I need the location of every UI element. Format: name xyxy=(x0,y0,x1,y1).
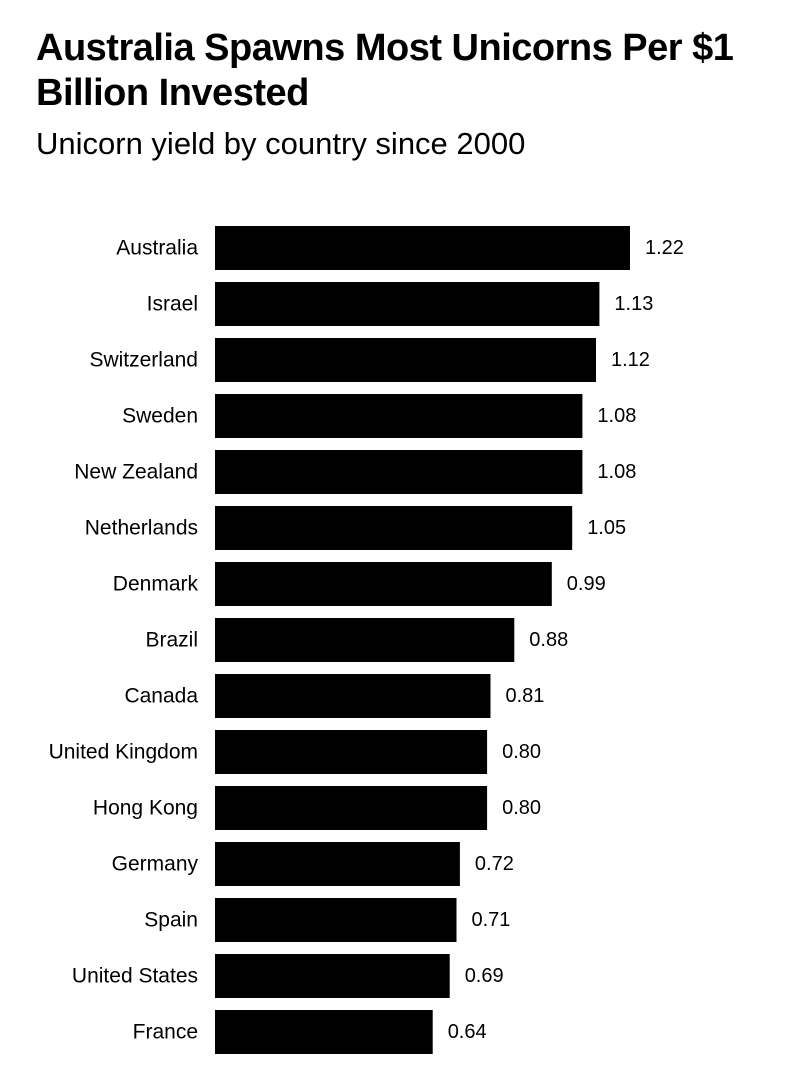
bar-australia xyxy=(215,226,630,270)
category-label-netherlands: Netherlands xyxy=(85,517,198,540)
chart-title: Australia Spawns Most Unicorns Per $1 Bi… xyxy=(36,27,734,114)
bar-switzerland xyxy=(215,338,596,382)
category-label-australia: Australia xyxy=(116,237,198,260)
category-label-brazil: Brazil xyxy=(145,629,198,652)
bar-canada xyxy=(215,674,491,718)
bar-netherlands xyxy=(215,506,573,550)
category-label-switzerland: Switzerland xyxy=(89,349,198,372)
category-label-united-kingdom: United Kingdom xyxy=(49,741,198,764)
category-label-germany: Germany xyxy=(112,853,199,876)
bar-hong-kong xyxy=(215,786,488,830)
bar-germany xyxy=(215,842,460,886)
bar-spain xyxy=(215,898,457,942)
bar-united-kingdom xyxy=(215,730,488,774)
bar-brazil xyxy=(215,618,515,662)
value-label-israel: 1.13 xyxy=(614,293,653,315)
bar-france xyxy=(215,1010,433,1054)
bar-new-zealand xyxy=(215,450,583,494)
bar-united-states xyxy=(215,954,450,998)
chart-subtitle: Unicorn yield by country since 2000 xyxy=(36,126,526,161)
bar-israel xyxy=(215,282,600,326)
value-label-new-zealand: 1.08 xyxy=(597,461,636,483)
category-label-new-zealand: New Zealand xyxy=(74,461,198,484)
value-label-denmark: 0.99 xyxy=(567,573,606,595)
value-label-brazil: 0.88 xyxy=(529,629,568,651)
category-label-israel: Israel xyxy=(147,293,198,316)
value-label-canada: 0.81 xyxy=(506,685,545,707)
value-label-australia: 1.22 xyxy=(645,237,684,259)
bar-sweden xyxy=(215,394,583,438)
value-label-spain: 0.71 xyxy=(472,909,511,931)
value-label-sweden: 1.08 xyxy=(597,405,636,427)
category-label-hong-kong: Hong Kong xyxy=(93,797,198,820)
value-label-netherlands: 1.05 xyxy=(587,517,626,539)
category-label-sweden: Sweden xyxy=(122,405,198,428)
category-label-canada: Canada xyxy=(124,685,198,708)
value-label-france: 0.64 xyxy=(448,1021,487,1043)
category-label-denmark: Denmark xyxy=(113,573,199,596)
category-label-france: France xyxy=(133,1021,198,1044)
value-label-hong-kong: 0.80 xyxy=(502,797,541,819)
value-label-united-kingdom: 0.80 xyxy=(502,741,541,763)
bar-denmark xyxy=(215,562,552,606)
value-label-switzerland: 1.12 xyxy=(611,349,650,371)
category-label-united-states: United States xyxy=(72,965,198,988)
category-label-spain: Spain xyxy=(144,909,198,932)
value-label-united-states: 0.69 xyxy=(465,965,504,987)
value-label-germany: 0.72 xyxy=(475,853,514,875)
